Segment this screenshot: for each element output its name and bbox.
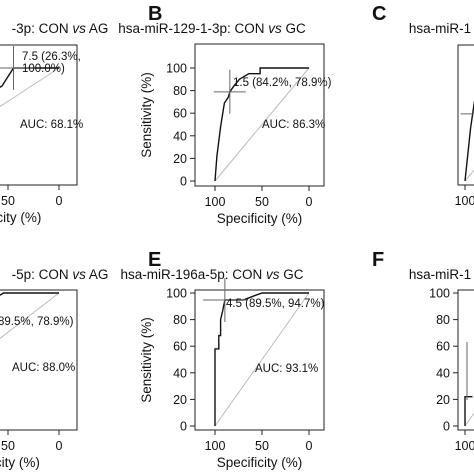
y-tick-label: 100 (166, 62, 187, 76)
y-tick-label: 20 (173, 393, 187, 407)
panel-title: hsa-miR-196a-5p: CON vs GC (120, 267, 303, 282)
plot-frame (457, 44, 474, 186)
y-tick-label: 80 (173, 84, 187, 98)
panel-title: hsa-miR-1 (409, 267, 471, 282)
title-text: hsa-miR-129-1-3p: CON (118, 21, 268, 36)
y-tick-label: 40 (173, 366, 187, 380)
roc-curve (214, 292, 309, 426)
x-axis-label: Specificity (%) (217, 211, 303, 226)
y-tick-label: 100 (429, 287, 450, 301)
title-vs: vs (268, 21, 282, 36)
x-tick-label: 50 (1, 194, 15, 208)
y-tick-label: 100 (166, 287, 187, 301)
title-text: hsa-miR-1 (409, 267, 471, 282)
roc-curve (464, 100, 474, 182)
y-tick-label: 60 (173, 107, 187, 121)
y-tick-label: 0 (443, 420, 450, 434)
roc-curve (0, 292, 59, 296)
x-tick-label: 0 (56, 194, 63, 208)
cutoff-label: 1.5 (84.2%, 78.9%) (233, 77, 332, 89)
y-tick-label: 40 (173, 129, 187, 143)
chance-line (464, 412, 474, 427)
y-tick-label: 60 (436, 340, 450, 354)
y-tick-label: 80 (173, 313, 187, 327)
x-tick-label: 100 (455, 194, 474, 208)
chance-line (214, 292, 310, 427)
title-text: AG (86, 21, 109, 36)
auc-label: AUC: 86.3% (262, 119, 325, 131)
roc-curve (214, 67, 309, 182)
chance-line (0, 292, 60, 339)
panel-letter: E (148, 249, 161, 271)
title-text: -5p: CON (12, 267, 73, 282)
chance-line (214, 67, 310, 182)
x-axis-label: ficity (%) (0, 455, 40, 470)
roc-panel-4: -5p: CON vs AG 50 0 ficity (%) 89.5%, 78.9%)… (0, 267, 108, 470)
panel-letter: B (148, 3, 162, 25)
title-text: hsa-miR-196a-5p: CON (120, 267, 266, 282)
x-tick-label: 50 (255, 439, 269, 453)
roc-curve (464, 396, 473, 426)
plot-frame (194, 43, 325, 187)
chance-line (0, 67, 60, 108)
title-vs: vs (72, 267, 86, 282)
y-tick-label: 20 (436, 393, 450, 407)
plot-frame (0, 289, 78, 431)
title-text: GC (282, 21, 306, 36)
title-vs: vs (266, 267, 280, 282)
title-vs: vs (72, 21, 86, 36)
x-tick-label: 0 (306, 439, 313, 453)
y-axis-label: Sensitivity (%) (139, 317, 154, 403)
auc-label: AUC: 68.1% (20, 119, 83, 131)
x-tick-label: 50 (255, 195, 269, 209)
panel-title: -5p: CON vs AG (12, 267, 109, 282)
roc-panel-1: -3p: CON vs AG 50 0 ificity (%) 7.5 (26.3%,1… (0, 21, 108, 225)
cutoff-label: 89.5%, 78.9%) (0, 316, 74, 328)
panel-title: hsa-miR-129-1-3p: CON vs GC (118, 21, 306, 36)
panel-letter: C (372, 3, 386, 25)
title-text: GC (280, 267, 304, 282)
cutoff-label: 7.5 (26.3%, (22, 51, 81, 63)
panel-letter: F (372, 249, 384, 271)
title-text: hsa-miR-1 (409, 21, 471, 36)
title-text: AG (86, 267, 109, 282)
y-tick-label: 20 (173, 152, 187, 166)
cutoff-label: 4.5 (89.5%, 94.7%) (226, 298, 325, 310)
x-tick-label: 100 (205, 439, 226, 453)
y-tick-label: 60 (173, 340, 187, 354)
panel-title: -3p: CON vs AG (12, 21, 109, 36)
cutoff-label: 100.0%) (22, 63, 65, 75)
y-tick-label: 0 (180, 420, 187, 434)
x-tick-label: 50 (1, 439, 15, 453)
x-tick-label: 100 (455, 439, 474, 453)
y-tick-label: 0 (180, 175, 187, 189)
x-tick-label: 100 (205, 195, 226, 209)
title-text: -3p: CON (12, 21, 73, 36)
y-tick-label: 80 (436, 313, 450, 327)
auc-label: AUC: 93.1% (255, 363, 318, 375)
x-axis-label: Specificity (%) (217, 455, 303, 470)
plot-frame (457, 289, 474, 431)
x-tick-label: 0 (306, 195, 313, 209)
panel-title: hsa-miR-1 (409, 21, 471, 36)
auc-label: AUC: 88.0% (12, 362, 75, 374)
x-tick-label: 0 (56, 439, 63, 453)
x-axis-label: ificity (%) (0, 210, 41, 225)
y-axis-label: Sensitivity (%) (139, 72, 154, 158)
plot-frame (194, 289, 325, 431)
y-tick-label: 40 (436, 366, 450, 380)
